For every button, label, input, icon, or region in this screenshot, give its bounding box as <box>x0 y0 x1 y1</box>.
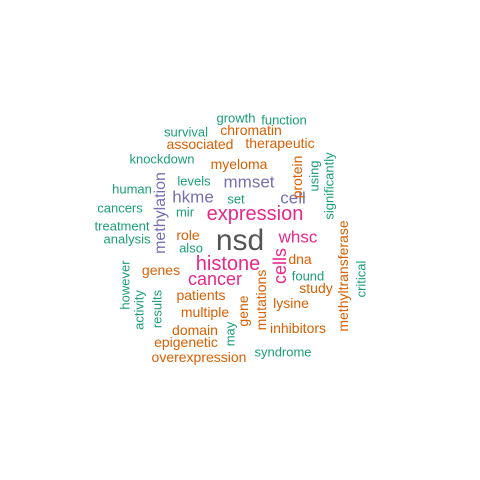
word-protein: protein <box>289 155 305 199</box>
word-multiple: multiple <box>180 304 230 320</box>
word-found: found <box>291 268 325 284</box>
word-function: function <box>261 112 307 128</box>
word-levels: levels <box>177 173 211 189</box>
word-cancers: cancers <box>97 200 143 216</box>
word-hkme: hkme <box>172 187 214 207</box>
word-patients: patients <box>176 287 226 303</box>
word-dna: dna <box>288 251 312 267</box>
word-lysine: lysine <box>273 295 309 311</box>
word-methyltransferase: methyltransferase <box>335 220 351 332</box>
word-chromatin: chromatin <box>220 122 282 138</box>
word-set: set <box>227 191 245 207</box>
word-survival: survival <box>163 124 209 140</box>
word-activity: activity <box>131 290 147 330</box>
word-nsd: nsd <box>215 224 265 257</box>
word-also: also <box>179 240 203 256</box>
word-however: however <box>117 260 133 310</box>
word-role: role <box>176 227 200 243</box>
word-genes: genes <box>141 262 181 278</box>
word-treatment: treatment <box>94 218 150 234</box>
word-cell: cell <box>280 188 306 208</box>
word-mmset: mmset <box>223 172 275 192</box>
word-syndrome: syndrome <box>254 344 312 360</box>
word-significantly: significantly <box>321 152 337 220</box>
word-overexpression: overexpression <box>151 349 247 365</box>
word-expression: expression <box>206 203 304 225</box>
word-human: human <box>112 181 152 197</box>
word-histone: histone <box>195 253 261 275</box>
word-cancer: cancer <box>187 269 243 289</box>
word-therapeutic: therapeutic <box>245 135 315 151</box>
word-gene: gene <box>235 295 251 327</box>
word-methylation: methylation <box>152 172 169 254</box>
word-cells: cells <box>270 247 290 285</box>
word-mutations: mutations <box>253 269 269 331</box>
word-knockdown: knockdown <box>129 151 195 167</box>
word-analysis: analysis <box>103 231 151 247</box>
word-study: study <box>299 280 333 296</box>
word-domain: domain <box>172 322 218 338</box>
word-results: results <box>149 289 165 329</box>
word-critical: critical <box>353 260 369 298</box>
word-mir: mir <box>175 204 195 220</box>
word-may: may <box>222 321 238 347</box>
word-myeloma: myeloma <box>210 156 268 172</box>
word-epigenetic: epigenetic <box>154 334 218 350</box>
word-growth: growth <box>216 110 256 126</box>
word-inhibitors: inhibitors <box>269 320 327 336</box>
word-associated: associated <box>166 136 234 152</box>
word-whsc: whsc <box>278 227 318 247</box>
word-using: using <box>306 160 322 192</box>
